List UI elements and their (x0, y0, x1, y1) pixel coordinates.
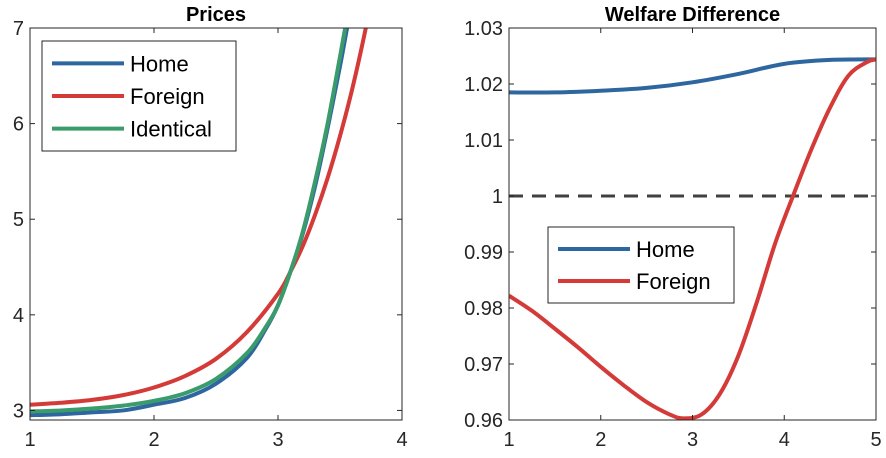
y-tick-label: 4 (13, 305, 24, 327)
legend-label-foreign: Foreign (636, 269, 711, 294)
series-line-foreign (509, 57, 876, 420)
legend: Home Foreign Identical (41, 40, 237, 152)
y-tick-label: 1 (492, 186, 503, 208)
x-tick-label: 3 (687, 429, 698, 451)
x-tick-label: 1 (503, 429, 514, 451)
chart-panel-2: Welfare Difference 1 2 3 4 5 0.96 0.97 0.98 0.99 1… (464, 4, 882, 451)
series-line-identical (30, 28, 348, 414)
chart-title: Welfare Difference (605, 4, 780, 26)
series-line-home (509, 57, 876, 95)
y-tick-label: 5 (13, 209, 24, 231)
x-tick-label: 2 (595, 429, 606, 451)
x-tick-label: 5 (870, 429, 881, 451)
y-tick-label: 6 (13, 114, 24, 136)
legend-label-identical: Identical (130, 117, 212, 142)
axes-frame (29, 27, 403, 421)
x-tick-label: 1 (24, 429, 35, 451)
legend-label-foreign: Foreign (130, 84, 205, 109)
legend: Home Foreign (547, 226, 735, 304)
y-tick-label: 0.96 (464, 410, 503, 432)
axes-frame (508, 27, 877, 421)
y-tick-label: 7 (13, 18, 24, 40)
y-tick-label: 1.01 (464, 130, 503, 152)
x-tick-label: 3 (272, 429, 283, 451)
chart-title: Prices (186, 4, 246, 26)
y-tick-label: 0.99 (464, 242, 503, 264)
legend-box (547, 226, 735, 304)
y-tick-label: 3 (13, 400, 24, 422)
series-line-foreign (30, 28, 368, 407)
legend-label-home: Home (130, 51, 189, 76)
chart-panel-1: Prices 1 2 3 4 3 4 5 6 7 Home Foreign Identical (13, 4, 408, 451)
y-tick-label: 1.03 (464, 18, 503, 40)
x-tick-label: 4 (779, 429, 790, 451)
x-tick-label: 2 (148, 429, 159, 451)
x-tick-label: 4 (396, 429, 407, 451)
y-tick-label: 0.98 (464, 298, 503, 320)
y-tick-label: 1.02 (464, 74, 503, 96)
legend-label-home: Home (636, 237, 695, 262)
y-tick-label: 0.97 (464, 354, 503, 376)
